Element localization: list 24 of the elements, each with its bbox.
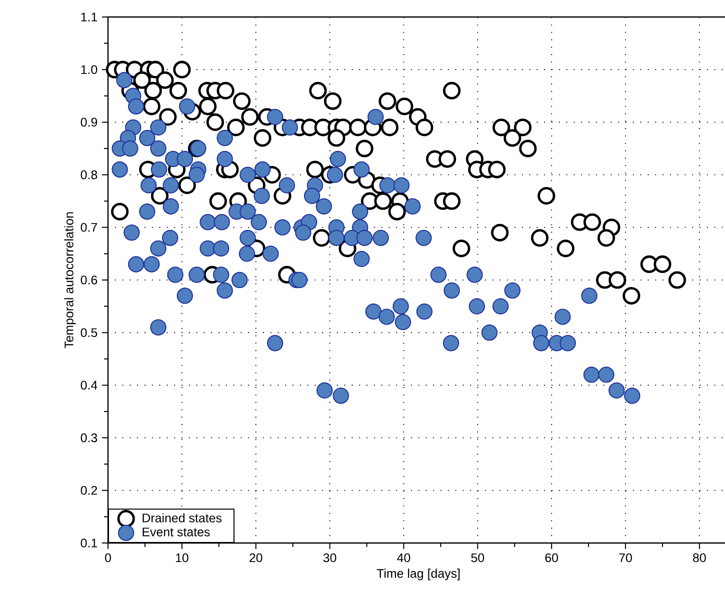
x-tick-label: 0: [105, 553, 111, 562]
legend-label: Event states: [142, 528, 210, 536]
x-tick-label: 20: [250, 553, 262, 562]
x-tick-label: 80: [693, 553, 706, 562]
x-tick-label: 50: [471, 553, 484, 562]
x-tick-label: 40: [397, 553, 410, 562]
y-tick-label: 0.2: [80, 486, 98, 495]
y-tick-label: 0.5: [80, 328, 98, 338]
x-tick-label: 10: [176, 553, 188, 562]
y-tick-label: 0.3: [80, 433, 98, 442]
y-tick-label: 1.1: [81, 12, 98, 22]
y-tick-label: 0.9: [80, 118, 98, 127]
y-tick-label: 1.0: [81, 65, 98, 74]
x-tick-label: 60: [545, 553, 558, 562]
y-tick-label: 0.1: [80, 538, 98, 548]
x-tick-label: 30: [323, 553, 336, 562]
x-axis-title: Time lag [days]: [376, 568, 460, 580]
y-tick-label: 0.6: [80, 276, 98, 284]
y-tick-label: 0.4: [80, 380, 98, 390]
y-axis-title: Temporal autocorrelation: [64, 212, 76, 348]
legend-label: Drained states: [142, 513, 222, 522]
x-tick-label: 70: [619, 553, 632, 562]
y-tick-label: 0.8: [80, 170, 98, 180]
y-tick-label: 0.7: [80, 222, 98, 232]
